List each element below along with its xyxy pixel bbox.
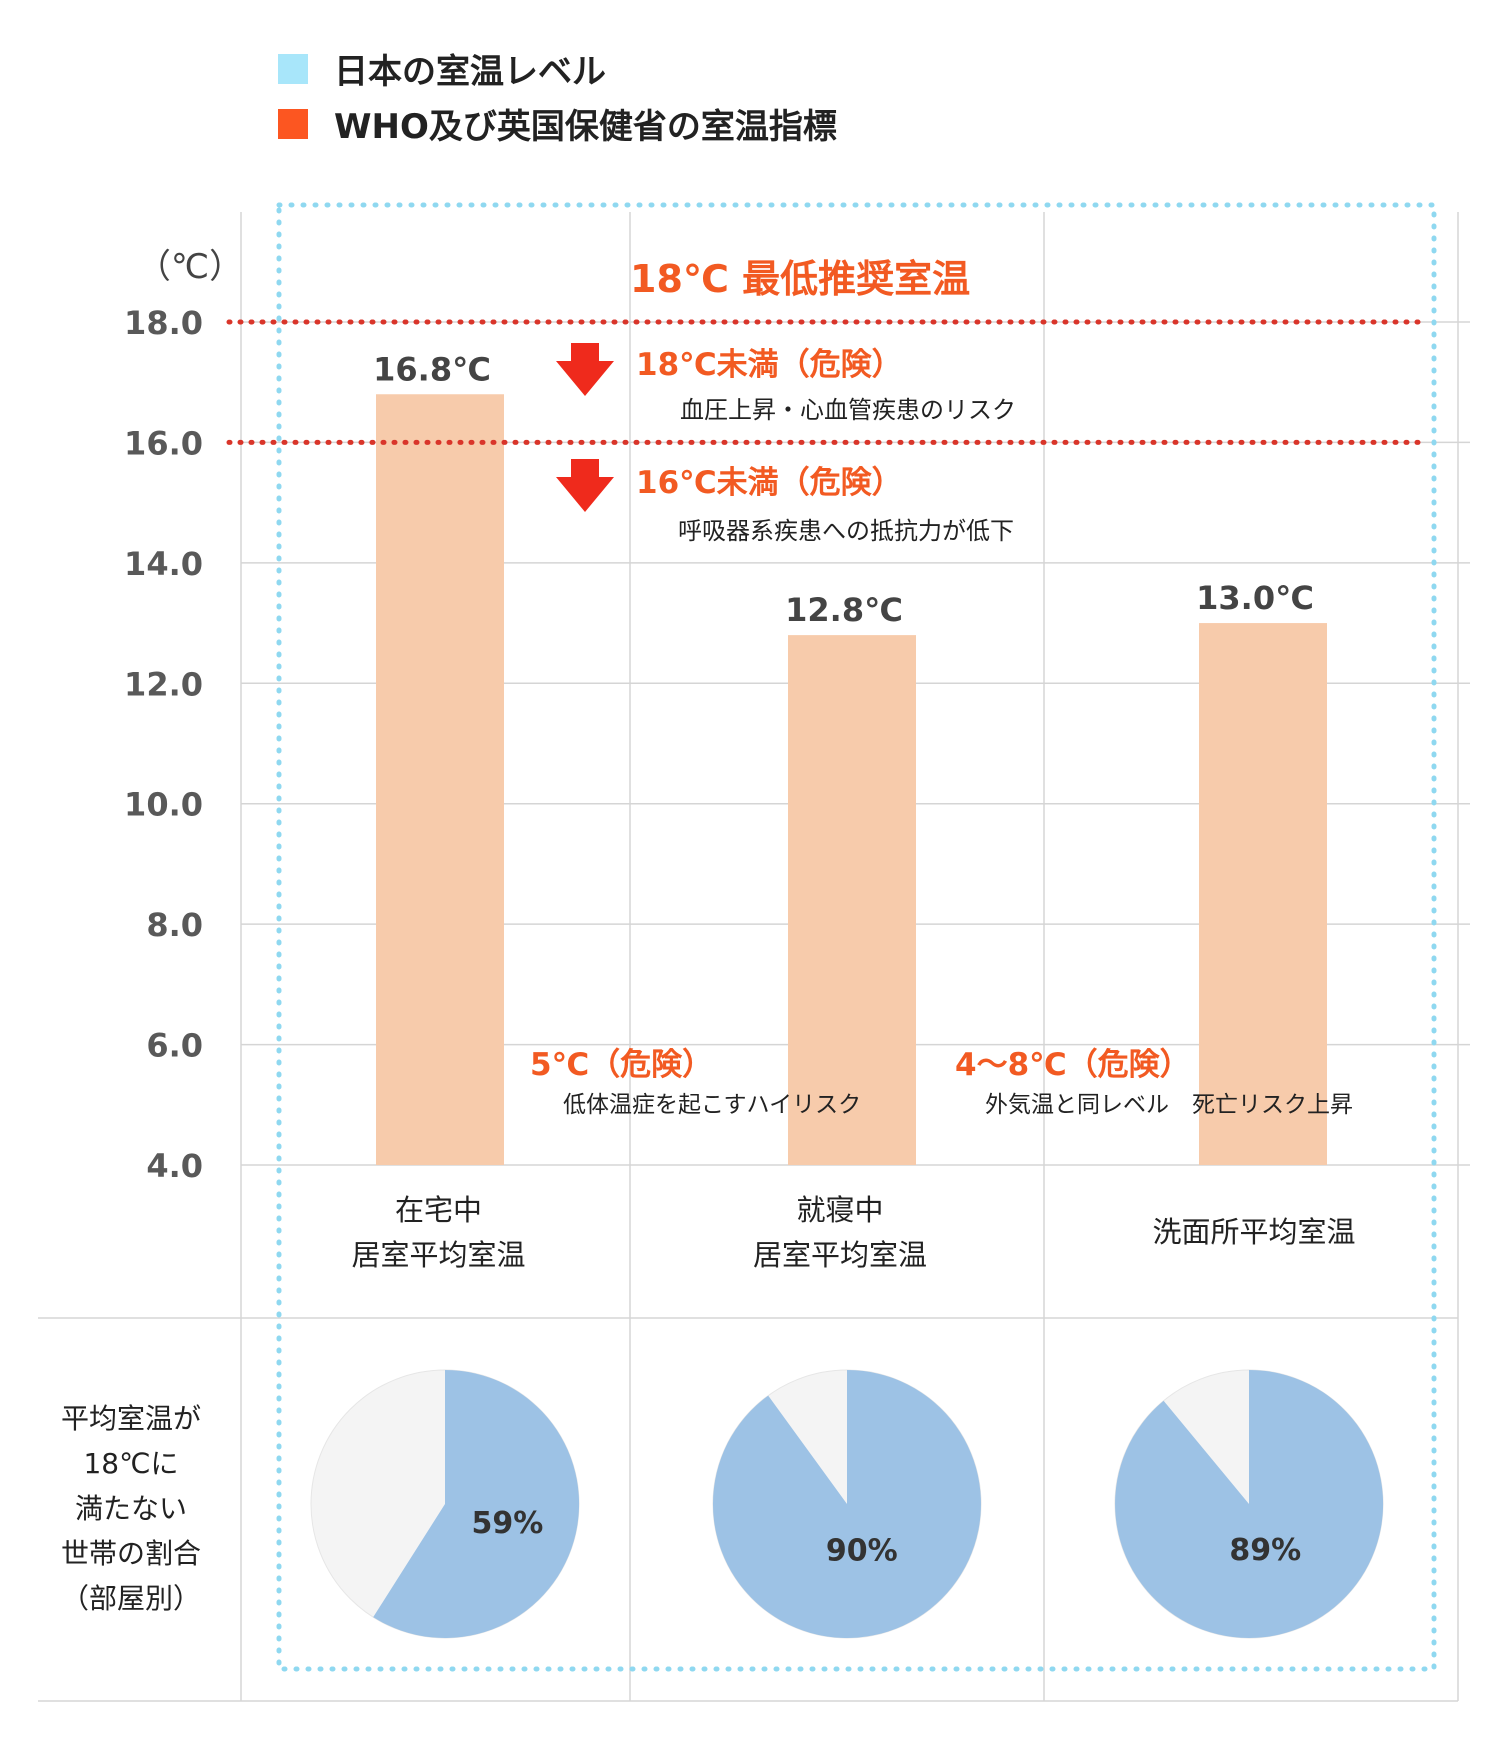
y-tick-label: 10.0 <box>124 786 203 824</box>
pie-row-label: 平均室温が <box>61 1402 201 1435</box>
down-arrow-icon <box>556 459 614 512</box>
pie-1-slice <box>712 1370 981 1638</box>
y-tick-label: 14.0 <box>124 545 203 583</box>
y-tick-label: 6.0 <box>146 1027 203 1065</box>
pie-value-label: 90% <box>826 1534 898 1569</box>
y-tick-label: 12.0 <box>124 665 203 703</box>
annotation-title-0: 18℃未満（危険） <box>636 347 903 383</box>
pie-value-label: 89% <box>1229 1533 1301 1568</box>
y-tick-label: 4.0 <box>146 1147 203 1185</box>
annotation-text-0: 血圧上昇・心血管疾患のリスク <box>680 396 1016 424</box>
y-unit-label: （℃） <box>137 247 243 287</box>
x-category-label: 居室平均室温 <box>351 1238 525 1272</box>
x-category-label: 就寝中 <box>796 1193 883 1227</box>
y-tick-label: 16.0 <box>124 424 203 462</box>
pie-0-slice <box>373 1370 580 1638</box>
x-category-label: 在宅中 <box>395 1193 482 1227</box>
annotation-title-3: 4～8℃（危険） <box>955 1047 1191 1083</box>
pie-2-slice <box>1115 1369 1384 1638</box>
pie-row-label: 満たない <box>75 1492 187 1525</box>
x-category-label: 洗面所平均室温 <box>1152 1215 1355 1249</box>
y-tick-label: 18.0 <box>124 304 203 342</box>
bar-0 <box>376 394 504 1165</box>
legend-item-japan: 日本の室温レベル <box>278 44 606 93</box>
pie-value-label: 59% <box>471 1506 543 1541</box>
bar-value-label: 16.8℃ <box>373 350 491 388</box>
dotted-frame <box>276 202 1437 1672</box>
threshold-title-18: 18℃ 最低推奨室温 <box>630 257 970 301</box>
annotation-text-3: 外気温と同レベル 死亡リスク上昇 <box>985 1092 1353 1118</box>
pie-row-label: 18℃に <box>83 1447 178 1480</box>
x-category-label: 居室平均室温 <box>753 1238 927 1272</box>
legend-swatch-japan <box>278 53 308 84</box>
bar-value-label: 13.0℃ <box>1196 579 1314 617</box>
pie-row-label: （部屋別） <box>61 1582 201 1615</box>
legend-label-japan: 日本の室温レベル <box>334 52 606 92</box>
bar-2 <box>1199 623 1327 1165</box>
bar-value-label: 12.8℃ <box>785 591 903 629</box>
annotation-title-2: 5℃（危険） <box>530 1047 713 1083</box>
pie-row-label: 世帯の割合 <box>61 1537 201 1570</box>
y-tick-label: 8.0 <box>146 906 203 944</box>
legend-label-who: WHO及び英国保健省の室温指標 <box>334 107 837 147</box>
annotation-text-1: 呼吸器系疾患への抵抗力が低下 <box>678 517 1014 545</box>
legend-item-who: WHO及び英国保健省の室温指標 <box>278 99 837 148</box>
annotation-title-1: 16℃未満（危険） <box>636 465 903 501</box>
annotation-text-2: 低体温症を起こすハイリスク <box>563 1092 861 1118</box>
legend-swatch-who <box>278 108 308 139</box>
down-arrow-icon <box>556 343 614 396</box>
bar-1 <box>788 635 916 1165</box>
